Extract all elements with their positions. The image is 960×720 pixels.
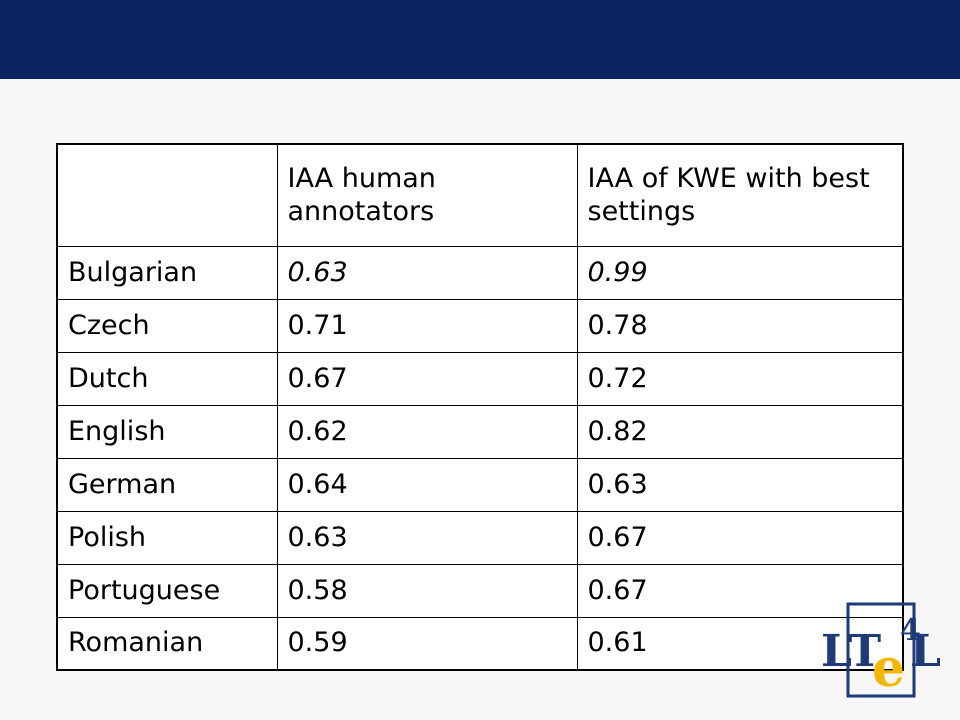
header-cell-kwe: IAA of KWE with best settings	[576, 143, 904, 247]
logo-lt-text: LT	[821, 626, 881, 677]
logo-e-text: e	[872, 638, 905, 699]
table-container: IAA human annotators IAA of KWE with bes…	[56, 143, 904, 671]
table-row: Dutch 0.67 0.72	[56, 351, 904, 406]
logo-frame	[846, 602, 916, 698]
cell-language: German	[56, 457, 278, 512]
header-cell-language	[56, 143, 278, 247]
cell-human: 0.62	[276, 404, 578, 459]
cell-language: Dutch	[56, 351, 278, 406]
cell-human: 0.58	[276, 563, 578, 618]
cell-kwe: 0.82	[576, 404, 904, 459]
cell-language: Romanian	[56, 616, 278, 671]
cell-language: Czech	[56, 298, 278, 353]
cell-human: 0.63	[276, 510, 578, 565]
cell-language: English	[56, 404, 278, 459]
cell-kwe: 0.99	[576, 245, 904, 300]
cell-human: 0.59	[276, 616, 578, 671]
table-header-row: IAA human annotators IAA of KWE with bes…	[56, 143, 904, 247]
cell-human: 0.64	[276, 457, 578, 512]
logo-4-text: 4	[900, 613, 921, 648]
cell-kwe: 0.78	[576, 298, 904, 353]
table-row: Czech 0.71 0.78	[56, 298, 904, 353]
cell-language: Portuguese	[56, 563, 278, 618]
cell-human: 0.71	[276, 298, 578, 353]
logo-l-text: L	[910, 626, 941, 677]
table-row: Romanian 0.59 0.61	[56, 616, 904, 671]
cell-kwe: 0.72	[576, 351, 904, 406]
table-row: Polish 0.63 0.67	[56, 510, 904, 565]
cell-language: Bulgarian	[56, 245, 278, 300]
lt4el-logo: LT 4 e L	[821, 602, 941, 699]
cell-language: Polish	[56, 510, 278, 565]
cell-human: 0.67	[276, 351, 578, 406]
table-row: English 0.62 0.82	[56, 404, 904, 459]
header-cell-human: IAA human annotators	[276, 143, 578, 247]
table-row: German 0.64 0.63	[56, 457, 904, 512]
iaa-table: IAA human annotators IAA of KWE with bes…	[56, 143, 904, 671]
cell-kwe: 0.67	[576, 510, 904, 565]
table-row: Portuguese 0.58 0.67	[56, 563, 904, 618]
cell-human: 0.63	[276, 245, 578, 300]
title-bar	[0, 0, 960, 79]
cell-kwe: 0.63	[576, 457, 904, 512]
table-row: Bulgarian 0.63 0.99	[56, 245, 904, 300]
